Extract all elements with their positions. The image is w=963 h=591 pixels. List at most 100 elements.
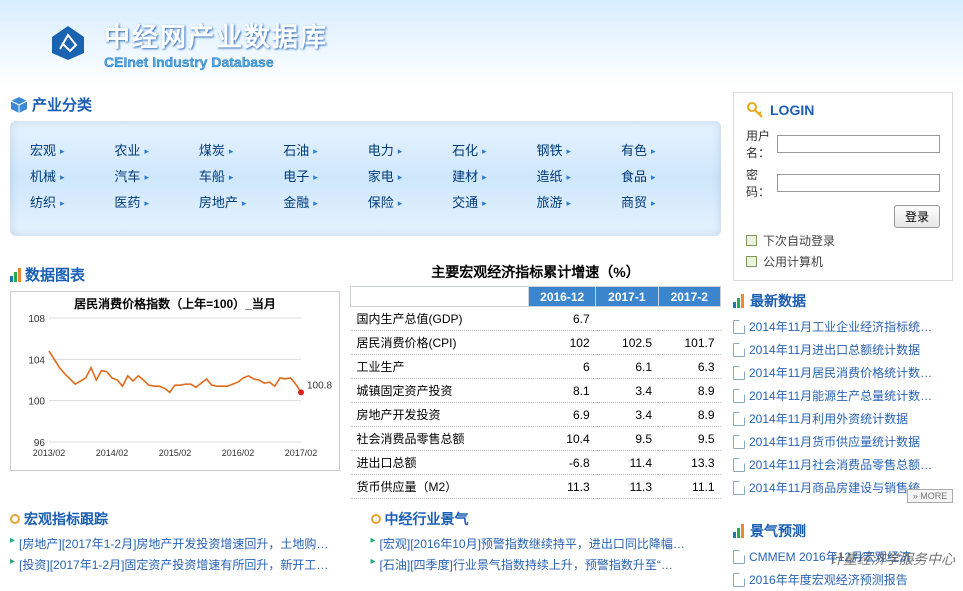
category-link[interactable]: 纺织 [30,192,110,211]
svg-text:2016/02: 2016/02 [222,448,255,458]
table-row: 国内生产总值(GDP)6.7 [351,307,721,331]
table-row: 社会消费品零售总额10.49.59.5 [351,427,721,451]
list-item: 2014年11月货币供应量统计数据 [733,430,953,453]
cpi-line-chart: 961001041082013/022014/022015/022016/022… [11,312,339,462]
news-link[interactable]: 2014年11月进出口总额统计数据 [749,341,920,358]
bar-chart-icon [10,268,21,282]
chart-title: 居民消费价格指数（上年=100）_当月 [11,295,339,312]
category-link[interactable]: 保险 [368,192,448,211]
tracking-link[interactable]: [宏观][2016年10月]预警指数继续持平，进出口同比降幅… [380,535,685,552]
site-title-cn: 中经网产业数据库 [104,17,328,54]
remember-me-label: 下次自动登录 [763,232,835,249]
category-link[interactable]: 建材 [452,166,532,185]
category-link[interactable]: 汽车 [114,166,194,185]
chevron-icon: ▸ [371,556,376,573]
public-computer-row[interactable]: 公用计算机 [746,253,940,270]
table-row: 货币供应量（M2）11.311.311.1 [351,475,721,499]
category-link[interactable]: 造纸 [537,166,617,185]
login-title-text: LOGIN [770,102,814,118]
news-link[interactable]: 2014年11月货币供应量统计数据 [749,433,920,450]
macro-indicator-table: 2016-122017-12017-2国内生产总值(GDP)6.7居民消费价格(… [350,286,721,499]
bar-chart-icon [733,524,744,538]
list-item: ▸[宏观][2016年10月]预警指数继续持平，进出口同比降幅… [371,533,722,554]
industry-boom-label: 中经行业景气 [385,509,469,529]
remember-me-row[interactable]: 下次自动登录 [746,232,940,249]
category-link[interactable]: 电子 [283,166,363,185]
category-link[interactable]: 房地产 [199,192,279,211]
news-link[interactable]: 2016年年度宏观经济预测报告 [749,571,908,588]
more-button[interactable]: » MORE [907,489,953,503]
site-logo-icon [48,23,88,63]
category-link[interactable]: 电力 [368,140,448,159]
document-icon [733,458,745,472]
latest-data-title: 最新数据 [733,291,953,311]
site-title-en: CEInet Industry Database [104,54,328,70]
list-item: 2014年11月工业企业经济指标统… [733,315,953,338]
category-link[interactable]: 有色 [621,140,701,159]
list-item: ▸[石油][四季度]行业景气指数持续上升，预警指数升至“… [371,554,722,575]
category-link[interactable]: 农业 [114,140,194,159]
list-item: CMMEM 2016年12月宏观经济… [733,545,953,568]
category-link[interactable]: 宏观 [30,140,110,159]
category-link[interactable]: 车船 [199,166,279,185]
news-link[interactable]: 2014年11月利用外资统计数据 [749,410,908,427]
dot-icon [10,514,20,524]
chevron-icon: ▸ [10,535,15,552]
checkbox-icon[interactable] [746,235,757,246]
category-link[interactable]: 钢铁 [537,140,617,159]
category-link[interactable]: 食品 [621,166,701,185]
list-item: 2014年11月能源生产总量统计数… [733,384,953,407]
svg-text:108: 108 [28,314,45,325]
category-link[interactable]: 煤炭 [199,140,279,159]
list-item: 2016年年度宏观经济预测报告 [733,568,953,591]
latest-data-label: 最新数据 [750,291,806,311]
category-link[interactable]: 金融 [283,192,363,211]
news-link[interactable]: CMMEM 2016年12月宏观经济… [749,548,923,565]
username-input[interactable] [777,135,940,153]
header-banner: 中经网产业数据库 CEInet Industry Database [0,0,963,86]
news-link[interactable]: 2014年11月商品房建设与销售统… [749,479,932,496]
document-icon [733,366,745,380]
login-box: LOGIN 用户名： 密码： 登录 下次自动登录 公用计算机 [733,92,953,281]
news-link[interactable]: 2014年11月工业企业经济指标统… [749,318,932,335]
category-link[interactable]: 石化 [452,140,532,159]
login-button[interactable]: 登录 [894,205,940,228]
tracking-link[interactable]: [投资][2017年1-2月]固定资产投资增速有所回升，新开工… [19,556,328,573]
category-link[interactable]: 机械 [30,166,110,185]
key-icon [746,101,764,119]
list-item: 2014年11月社会消费品零售总额… [733,453,953,476]
forecast-label: 景气预测 [750,521,806,541]
category-link[interactable]: 医药 [114,192,194,211]
news-link[interactable]: 2014年11月社会消费品零售总额… [749,456,932,473]
news-link[interactable]: 2014年11月居民消费价格统计数… [749,364,932,381]
table-header: 2017-1 [596,287,658,307]
list-item: 2014年11月进出口总额统计数据 [733,338,953,361]
category-title-text: 产业分类 [32,94,92,115]
macro-tracking-list: ▸[房地产][2017年1-2月]房地产开发投资增速回升，土地购…▸[投资][2… [10,533,361,575]
category-link[interactable]: 家电 [368,166,448,185]
category-link[interactable]: 交通 [452,192,532,211]
document-icon [733,573,745,587]
category-panel: 宏观农业煤炭石油电力石化钢铁有色机械汽车车船电子家电建材造纸食品纺织医药房地产金… [10,121,721,236]
document-icon [733,389,745,403]
password-input[interactable] [777,174,940,192]
document-icon [733,412,745,426]
tracking-link[interactable]: [房地产][2017年1-2月]房地产开发投资增速回升，土地购… [19,535,328,552]
checkbox-icon[interactable] [746,256,757,267]
category-link[interactable]: 石油 [283,140,363,159]
chart-area: 居民消费价格指数（上年=100）_当月 961001041082013/0220… [10,291,340,471]
document-icon [733,481,745,495]
list-item: ▸[房地产][2017年1-2月]房地产开发投资增速回升，土地购… [10,533,361,554]
category-link[interactable]: 商贸 [621,192,701,211]
latest-data-list: 2014年11月工业企业经济指标统… 2014年11月进出口总额统计数据 2014年… [733,315,953,499]
news-link[interactable]: 2014年11月能源生产总量统计数… [749,387,932,404]
tracking-link[interactable]: [石油][四季度]行业景气指数持续上升，预警指数升至“… [380,556,673,573]
macro-tracking-title: 宏观指标跟踪 [10,509,361,529]
bar-chart-icon [733,294,744,308]
table-header: 2016-12 [529,287,596,307]
category-section-title: 产业分类 [10,94,721,115]
password-label: 密码： [746,166,777,200]
table-row: 工业生产66.16.3 [351,355,721,379]
table-row: 城镇固定资产投资8.13.48.9 [351,379,721,403]
category-link[interactable]: 旅游 [537,192,617,211]
